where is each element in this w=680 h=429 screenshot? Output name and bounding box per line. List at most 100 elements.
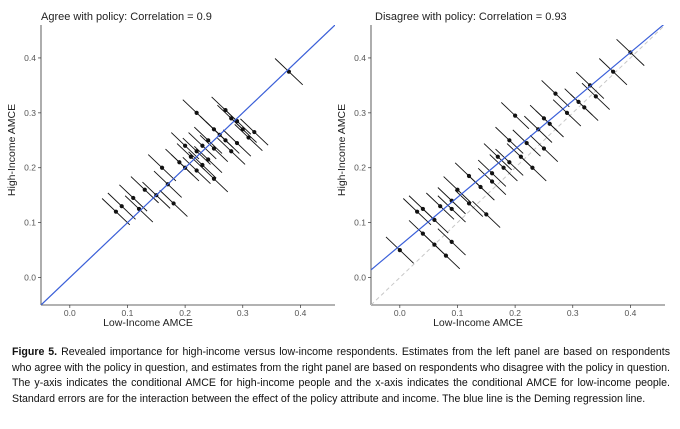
left-data-point <box>252 129 257 135</box>
right-data-point <box>576 99 581 104</box>
left-data-point <box>119 204 124 209</box>
right-data-point <box>449 206 454 212</box>
right-x-tick-label: 0.4 <box>624 308 636 318</box>
left-chart: 0.0 0.1 0.2 0.3 0.4 0.0 0.1 0.2 0.3 0.4 Low-Income… <box>6 25 335 329</box>
left-data-point <box>229 116 234 121</box>
left-y-tick-label: 0.2 <box>24 163 36 173</box>
left-data-point <box>246 135 251 140</box>
right-data-point <box>495 154 500 159</box>
right-data-point <box>420 206 425 212</box>
left-data-point <box>223 138 228 143</box>
left-y-tick-label: 0.1 <box>24 218 36 228</box>
right-y-axis-title: High-Income AMCE <box>336 104 348 196</box>
right-panel-title: Disagree with policy: Correlation = 0.93 <box>375 11 567 23</box>
left-regression-line <box>41 25 335 305</box>
right-plot-inner <box>371 25 665 305</box>
left-x-tick-label: 0.3 <box>237 308 249 318</box>
left-data-point <box>200 162 205 168</box>
right-data-point <box>466 201 472 206</box>
left-data-point <box>142 187 147 192</box>
right-data-point <box>524 140 529 146</box>
right-y-tick-label: 0.4 <box>354 53 366 63</box>
right-y-tick-label: 0.3 <box>354 108 366 118</box>
left-data-point <box>229 149 234 154</box>
left-plot-inner <box>41 25 335 305</box>
right-data-point <box>611 69 616 74</box>
right-data-point <box>415 209 420 214</box>
left-data-point <box>206 138 211 143</box>
left-data-point <box>171 201 176 206</box>
right-data-point <box>501 165 506 170</box>
right-data-point <box>484 212 489 217</box>
left-data-point <box>188 154 193 159</box>
left-data-point <box>240 127 245 132</box>
right-y-tick-label: 0.1 <box>354 218 366 228</box>
left-data-point <box>206 157 211 162</box>
right-chart: 0.0 0.1 0.2 0.3 0.4 0.0 0.1 0.2 0.3 0.4 Low-Income… <box>336 25 665 329</box>
right-data-point <box>547 121 552 126</box>
right-y-tick-label: 0.2 <box>354 163 366 173</box>
right-data-point <box>530 165 535 170</box>
left-data-point <box>113 209 119 214</box>
left-data-point <box>194 168 199 173</box>
right-data-point <box>593 94 598 99</box>
right-data-point <box>466 173 472 179</box>
right-data-point <box>507 160 512 165</box>
right-data-point <box>438 204 443 209</box>
left-data-point <box>211 176 217 181</box>
left-plot-group: 0.0 0.1 0.2 0.3 0.4 0.0 0.1 0.2 0.3 0.4 Low-Income… <box>6 25 335 329</box>
left-data-point <box>194 110 199 115</box>
left-data-point <box>200 143 205 148</box>
right-x-tick-label: 0.1 <box>452 308 464 318</box>
left-data-point <box>131 195 136 201</box>
left-y-tick-label: 0.4 <box>24 53 36 63</box>
right-data-point <box>478 184 483 190</box>
left-x-axis-title: Low-Income AMCE <box>103 317 193 329</box>
right-data-point <box>513 113 518 118</box>
left-data-point <box>177 160 182 165</box>
right-data-point <box>449 239 454 244</box>
right-data-point <box>432 217 437 223</box>
left-data-point <box>223 107 228 113</box>
left-data-point <box>194 149 199 154</box>
right-data-point <box>541 116 547 121</box>
left-data-point <box>159 165 165 170</box>
left-x-tick-label: 0.0 <box>64 308 76 318</box>
right-data-point <box>420 231 425 236</box>
right-x-tick-label: 0.2 <box>509 308 521 318</box>
figure-caption: Figure 5. Revealed importance for high-in… <box>12 345 670 407</box>
right-data-point <box>582 105 587 110</box>
left-y-axis-title: High-Income AMCE <box>6 104 18 196</box>
left-data-point <box>234 140 240 146</box>
left-panel-title: Agree with policy: Correlation = 0.9 <box>41 11 212 23</box>
left-x-tick-label: 0.4 <box>294 308 306 318</box>
right-x-tick-label: 0.3 <box>567 308 579 318</box>
left-panel: Agree with policy: Correlation = 0.9 0.0… <box>0 0 340 340</box>
right-data-point <box>455 187 460 192</box>
left-data-point <box>183 143 188 148</box>
right-data-point <box>443 253 449 258</box>
right-y-tick-label: 0.0 <box>354 273 366 283</box>
left-data-point <box>211 146 217 151</box>
left-y-tick-label: 0.3 <box>24 108 36 118</box>
right-panel: Disagree with policy: Correlation = 0.93… <box>336 0 680 340</box>
right-identity-line <box>371 25 665 305</box>
right-data-point <box>564 110 570 115</box>
figure-label: Figure 5. <box>12 346 58 358</box>
left-x-tick-label: 0.1 <box>122 308 134 318</box>
right-data-point <box>541 146 547 151</box>
right-data-point <box>489 171 495 176</box>
right-plot-group: 0.0 0.1 0.2 0.3 0.4 0.0 0.1 0.2 0.3 0.4 Low-Income… <box>336 25 665 329</box>
caption-text: Revealed importance for high-income vers… <box>12 346 670 405</box>
right-data-point <box>432 242 437 247</box>
right-data-point <box>507 138 512 143</box>
right-data-point <box>518 154 523 159</box>
right-regression-line <box>371 25 665 271</box>
right-x-axis-title: Low-Income AMCE <box>433 317 523 329</box>
left-x-tick-label: 0.2 <box>179 308 191 318</box>
right-data-point <box>489 179 495 184</box>
right-x-tick-label: 0.0 <box>394 308 406 318</box>
right-data-point <box>397 247 402 253</box>
left-data-point <box>211 127 217 132</box>
right-data-point <box>553 91 558 96</box>
